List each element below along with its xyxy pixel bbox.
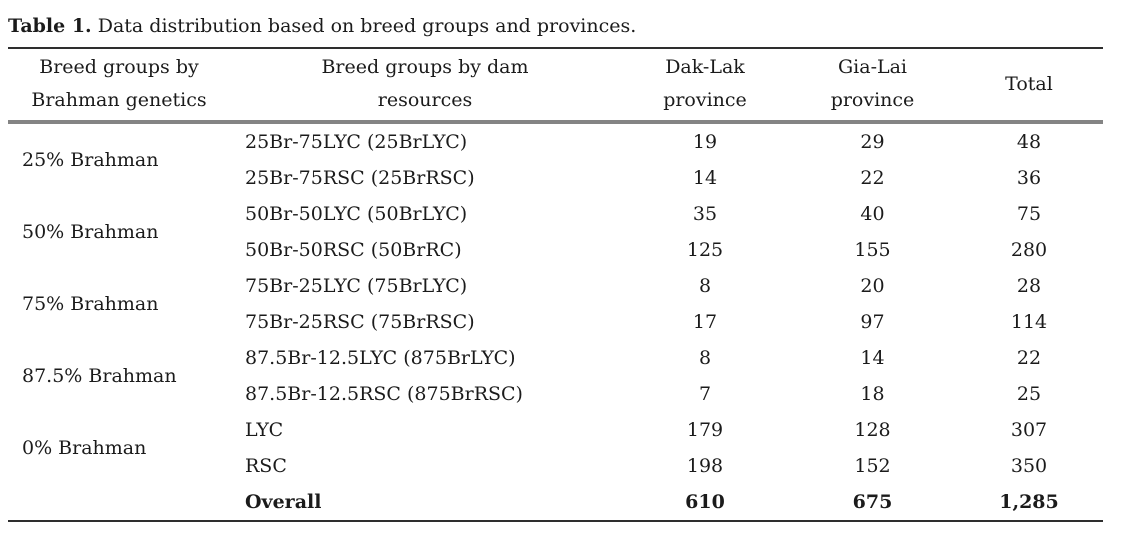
table-row: 87.5% Brahman 87.5Br-12.5LYC (875BrLYC) … xyxy=(8,340,1103,387)
header-line: province xyxy=(830,89,915,111)
dam-resource-cell: 87.5Br-12.5RSC (875BrRSC) xyxy=(245,383,523,405)
overall-gialai-cell: 675 xyxy=(852,491,893,513)
count-total-cell: 307 xyxy=(1010,419,1048,441)
table-caption-text: Data distribution based on breed groups … xyxy=(91,15,637,37)
table-caption: Table 1. Data distribution based on bree… xyxy=(8,13,1123,40)
col-header-total: Total xyxy=(955,48,1103,122)
table-body: 25% Brahman 25Br-75LYC (25BrLYC) 19 29 4… xyxy=(8,122,1103,521)
count-gialai-cell: 22 xyxy=(860,167,885,189)
count-total-cell: 28 xyxy=(1016,275,1042,297)
count-daklak-cell: 8 xyxy=(698,347,712,369)
empty-cell xyxy=(8,484,230,521)
header-line: Total xyxy=(1005,72,1053,95)
count-gialai-cell: 18 xyxy=(860,383,885,405)
genetics-group-cell: 25% Brahman xyxy=(22,149,159,171)
count-gialai-cell: 29 xyxy=(860,131,885,153)
header-line: Brahman genetics xyxy=(31,89,207,111)
count-daklak-cell: 7 xyxy=(698,383,712,405)
count-gialai-cell: 97 xyxy=(860,311,885,333)
header-row: Breed groups by Brahman genetics Breed g… xyxy=(8,48,1103,122)
count-daklak-cell: 8 xyxy=(698,275,712,297)
count-gialai-cell: 20 xyxy=(860,275,885,297)
count-gialai-cell: 128 xyxy=(854,419,891,441)
count-total-cell: 36 xyxy=(1016,167,1042,189)
count-total-cell: 350 xyxy=(1010,455,1048,477)
count-gialai-cell: 155 xyxy=(854,239,891,261)
header-line: province xyxy=(663,89,747,111)
col-header-gialai-province: Gia-Lai province xyxy=(790,48,955,122)
table-header: Breed groups by Brahman genetics Breed g… xyxy=(8,48,1103,122)
dam-resource-cell: RSC xyxy=(245,455,287,477)
genetics-group-cell: 0% Brahman xyxy=(22,437,147,459)
count-daklak-cell: 14 xyxy=(692,167,718,189)
table-caption-label: Table 1. xyxy=(8,15,92,37)
genetics-group-cell: 50% Brahman xyxy=(22,221,159,243)
table-row: 87.5Br-12.5RSC (875BrRSC) 7 18 25 xyxy=(8,376,1103,412)
header-line: Gia-Lai xyxy=(837,56,908,78)
count-daklak-cell: 179 xyxy=(686,419,724,441)
dam-resource-cell: 50Br-50RSC (50BrRC) xyxy=(245,239,462,261)
count-gialai-cell: 14 xyxy=(860,347,885,369)
table-row: 75% Brahman 75Br-25LYC (75BrLYC) 8 20 28 xyxy=(8,268,1103,315)
paper-page: Table 1. Data distribution based on bree… xyxy=(0,13,1123,556)
col-header-dam-resources: Breed groups by dam resources xyxy=(230,48,620,122)
data-distribution-table: Breed groups by Brahman genetics Breed g… xyxy=(8,47,1103,522)
genetics-group-cell: 75% Brahman xyxy=(22,293,159,315)
dam-resource-cell: 25Br-75RSC (25BrRSC) xyxy=(245,167,475,189)
dam-resource-cell: 25Br-75LYC (25BrLYC) xyxy=(245,131,468,153)
table-row: 50Br-50RSC (50BrRC) 125 155 280 xyxy=(8,232,1103,268)
count-daklak-cell: 198 xyxy=(686,455,724,477)
count-total-cell: 75 xyxy=(1016,203,1042,225)
dam-resource-cell: 75Br-25LYC (75BrLYC) xyxy=(245,275,468,297)
table-row: RSC 198 152 350 xyxy=(8,448,1103,484)
overall-total-cell: 1,285 xyxy=(999,491,1059,513)
header-line: resources xyxy=(377,89,473,111)
count-total-cell: 114 xyxy=(1010,311,1048,333)
count-total-cell: 48 xyxy=(1016,131,1042,153)
table-row: 0% Brahman LYC 179 128 307 xyxy=(8,412,1103,459)
col-header-daklak-province: Dak-Lak province xyxy=(620,48,790,122)
table-row: 75Br-25RSC (75BrRSC) 17 97 114 xyxy=(8,304,1103,340)
table-row: 25Br-75RSC (25BrRSC) 14 22 36 xyxy=(8,160,1103,196)
overall-label-cell: Overall xyxy=(245,491,322,513)
col-header-brahman-genetics: Breed groups by Brahman genetics xyxy=(8,48,230,122)
count-daklak-cell: 35 xyxy=(692,203,718,225)
header-line: Breed groups by xyxy=(39,56,199,78)
count-total-cell: 280 xyxy=(1010,239,1048,261)
count-total-cell: 25 xyxy=(1016,383,1042,405)
overall-row: Overall 610 675 1,285 xyxy=(8,484,1103,521)
overall-daklak-cell: 610 xyxy=(685,491,725,513)
dam-resource-cell: 75Br-25RSC (75BrRSC) xyxy=(245,311,475,333)
count-daklak-cell: 19 xyxy=(692,131,718,153)
header-line: Breed groups by dam xyxy=(321,56,529,78)
header-line: Dak-Lak xyxy=(665,56,745,78)
count-gialai-cell: 152 xyxy=(854,455,891,477)
count-total-cell: 22 xyxy=(1016,347,1042,369)
dam-resource-cell: 87.5Br-12.5LYC (875BrLYC) xyxy=(245,347,516,369)
table-row: 50% Brahman 50Br-50LYC (50BrLYC) 35 40 7… xyxy=(8,196,1103,243)
table-row: 25% Brahman 25Br-75LYC (25BrLYC) 19 29 4… xyxy=(8,122,1103,171)
dam-resource-cell: LYC xyxy=(245,419,284,441)
count-gialai-cell: 40 xyxy=(860,203,885,225)
count-daklak-cell: 17 xyxy=(692,311,718,333)
dam-resource-cell: 50Br-50LYC (50BrLYC) xyxy=(245,203,468,225)
count-daklak-cell: 125 xyxy=(686,239,724,261)
genetics-group-cell: 87.5% Brahman xyxy=(22,365,177,387)
